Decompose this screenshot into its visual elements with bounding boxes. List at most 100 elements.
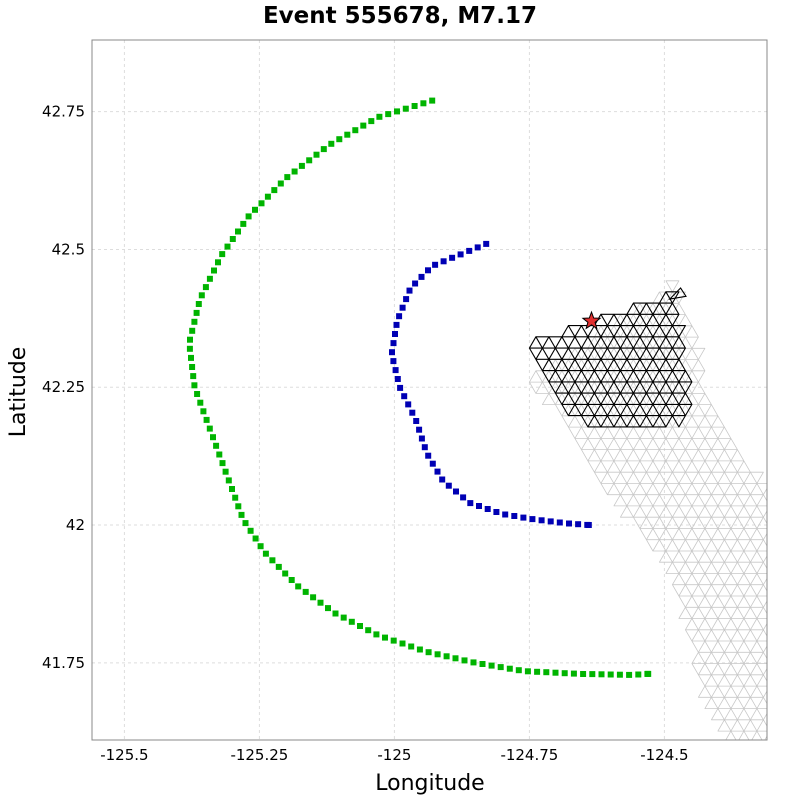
data-point xyxy=(247,527,254,534)
data-point xyxy=(392,331,398,337)
data-point xyxy=(529,516,536,523)
y-tick-label: 42.25 xyxy=(42,378,85,396)
data-point xyxy=(295,583,302,590)
data-point xyxy=(235,503,242,510)
data-point xyxy=(453,488,459,495)
x-tick-label: -124.5 xyxy=(640,746,688,764)
data-point xyxy=(288,577,295,583)
data-point xyxy=(425,267,431,274)
data-point xyxy=(219,460,226,467)
data-point xyxy=(213,442,220,449)
data-point xyxy=(219,251,226,258)
data-point xyxy=(413,418,420,424)
contour-series-0 xyxy=(186,97,652,678)
data-point xyxy=(393,321,400,328)
data-point xyxy=(399,304,406,311)
data-point xyxy=(406,287,413,294)
data-point xyxy=(416,646,423,653)
data-point xyxy=(191,318,198,325)
data-point xyxy=(195,301,202,307)
data-point xyxy=(479,661,486,667)
data-point xyxy=(206,425,213,432)
data-point xyxy=(543,669,550,676)
y-axis-title: Latitude xyxy=(6,347,31,438)
data-point xyxy=(365,627,372,634)
data-point xyxy=(524,668,531,675)
data-point xyxy=(277,180,284,187)
data-point xyxy=(399,640,406,647)
data-point xyxy=(402,105,409,112)
data-point xyxy=(580,671,587,677)
data-point xyxy=(570,670,577,677)
mesh-layer xyxy=(528,280,767,740)
data-point xyxy=(394,108,400,115)
rupture-mesh xyxy=(528,291,693,428)
data-point xyxy=(566,520,572,527)
data-point xyxy=(302,588,309,595)
data-point xyxy=(271,187,278,194)
data-point xyxy=(461,657,468,664)
data-point xyxy=(348,618,355,625)
data-point xyxy=(310,594,317,601)
data-point xyxy=(556,519,563,526)
data-point xyxy=(242,520,249,527)
data-point xyxy=(538,517,545,524)
data-point xyxy=(394,376,401,382)
data-point xyxy=(317,599,324,606)
data-point xyxy=(206,275,213,282)
data-point xyxy=(401,393,408,400)
data-point xyxy=(457,251,464,258)
data-point xyxy=(222,468,229,475)
data-point xyxy=(409,409,416,416)
data-point xyxy=(418,273,425,280)
data-point xyxy=(332,610,339,617)
data-point xyxy=(389,349,395,356)
x-tick-label: -125.25 xyxy=(230,746,288,764)
data-point xyxy=(257,543,264,550)
data-point xyxy=(229,236,236,242)
data-point xyxy=(488,662,495,669)
data-point xyxy=(425,452,432,459)
data-point xyxy=(189,327,196,334)
data-point xyxy=(607,671,614,678)
data-point xyxy=(298,162,305,169)
data-point xyxy=(547,518,554,525)
data-point xyxy=(352,127,359,134)
data-point xyxy=(238,511,245,518)
data-point xyxy=(466,247,473,254)
data-point xyxy=(585,522,592,528)
data-point xyxy=(598,671,605,678)
data-point xyxy=(198,292,205,299)
data-point xyxy=(225,477,232,484)
data-point xyxy=(443,653,450,660)
data-point xyxy=(449,254,456,261)
data-point xyxy=(275,563,282,570)
data-point xyxy=(340,614,347,621)
data-point xyxy=(561,670,568,677)
data-point xyxy=(262,550,269,557)
data-point xyxy=(467,500,474,507)
data-point xyxy=(476,503,482,509)
data-point xyxy=(197,399,204,406)
data-point xyxy=(240,220,247,227)
plot-background xyxy=(92,40,767,740)
data-point xyxy=(425,649,432,656)
x-axis-title: Longitude xyxy=(375,771,484,796)
marker-layer xyxy=(581,310,602,330)
data-point xyxy=(264,193,271,200)
data-point xyxy=(229,486,235,492)
data-point xyxy=(411,103,418,109)
data-point xyxy=(194,391,201,397)
data-point xyxy=(191,382,198,389)
data-point xyxy=(497,664,504,671)
data-point xyxy=(418,435,425,442)
data-point xyxy=(202,284,209,291)
data-point xyxy=(575,521,582,528)
data-point xyxy=(474,244,481,251)
data-point xyxy=(232,494,239,501)
data-point xyxy=(452,655,459,662)
data-point xyxy=(203,416,210,423)
data-point xyxy=(552,669,559,676)
